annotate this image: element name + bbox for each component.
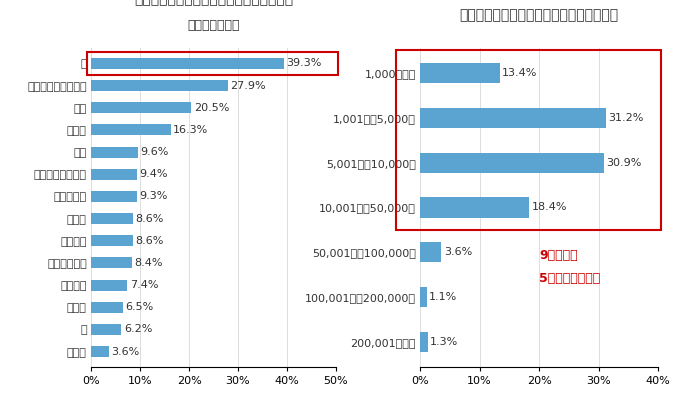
Bar xyxy=(420,63,500,83)
Text: 9.4%: 9.4% xyxy=(139,169,168,179)
Text: 1.3%: 1.3% xyxy=(430,337,459,347)
Bar xyxy=(91,58,284,69)
Bar xyxy=(91,280,127,290)
Bar xyxy=(91,324,121,335)
Bar xyxy=(91,191,136,202)
Text: （複数選択可）: （複数選択可） xyxy=(188,19,239,32)
Text: 9.6%: 9.6% xyxy=(141,147,169,157)
Bar xyxy=(420,152,604,173)
Text: 13.4%: 13.4% xyxy=(502,68,538,78)
Text: 睡眠改善のために購入したことがある商品: 睡眠改善のために購入したことがある商品 xyxy=(134,0,293,6)
Bar xyxy=(91,124,171,135)
Bar xyxy=(420,108,606,128)
Bar xyxy=(91,302,123,313)
Text: 8.4%: 8.4% xyxy=(134,258,163,268)
Text: 9割以上が: 9割以上が xyxy=(539,249,578,263)
Text: 6.5%: 6.5% xyxy=(125,302,153,312)
Bar xyxy=(420,198,529,217)
Bar xyxy=(420,332,428,352)
Bar xyxy=(420,287,426,307)
Bar xyxy=(91,213,133,224)
Text: 20.5%: 20.5% xyxy=(194,103,230,113)
Text: 8.6%: 8.6% xyxy=(136,236,164,246)
Bar xyxy=(420,242,442,263)
Text: 27.9%: 27.9% xyxy=(230,81,266,91)
Text: 31.2%: 31.2% xyxy=(608,113,643,123)
Bar xyxy=(91,235,133,246)
Bar xyxy=(91,346,108,357)
Bar xyxy=(91,169,137,180)
Bar xyxy=(87,51,339,75)
Bar xyxy=(91,257,132,269)
Text: 39.3%: 39.3% xyxy=(286,58,321,68)
Text: 9.3%: 9.3% xyxy=(139,192,167,201)
Bar xyxy=(396,50,661,230)
Text: 7.4%: 7.4% xyxy=(130,280,158,290)
Text: 30.9%: 30.9% xyxy=(606,158,642,168)
Text: 睡眠改善のために使っても良いと思う予算: 睡眠改善のために使っても良いと思う予算 xyxy=(459,8,619,22)
Text: 1.1%: 1.1% xyxy=(429,292,457,302)
Text: 6.2%: 6.2% xyxy=(124,324,152,334)
Bar xyxy=(91,102,191,113)
Bar xyxy=(91,80,228,91)
Bar xyxy=(91,146,138,158)
Text: 8.6%: 8.6% xyxy=(136,213,164,223)
Text: 5万円以下と回答: 5万円以下と回答 xyxy=(539,272,601,285)
Text: 3.6%: 3.6% xyxy=(444,247,472,257)
Text: 3.6%: 3.6% xyxy=(111,347,139,357)
Text: 18.4%: 18.4% xyxy=(532,202,568,213)
Text: 16.3%: 16.3% xyxy=(174,125,209,135)
